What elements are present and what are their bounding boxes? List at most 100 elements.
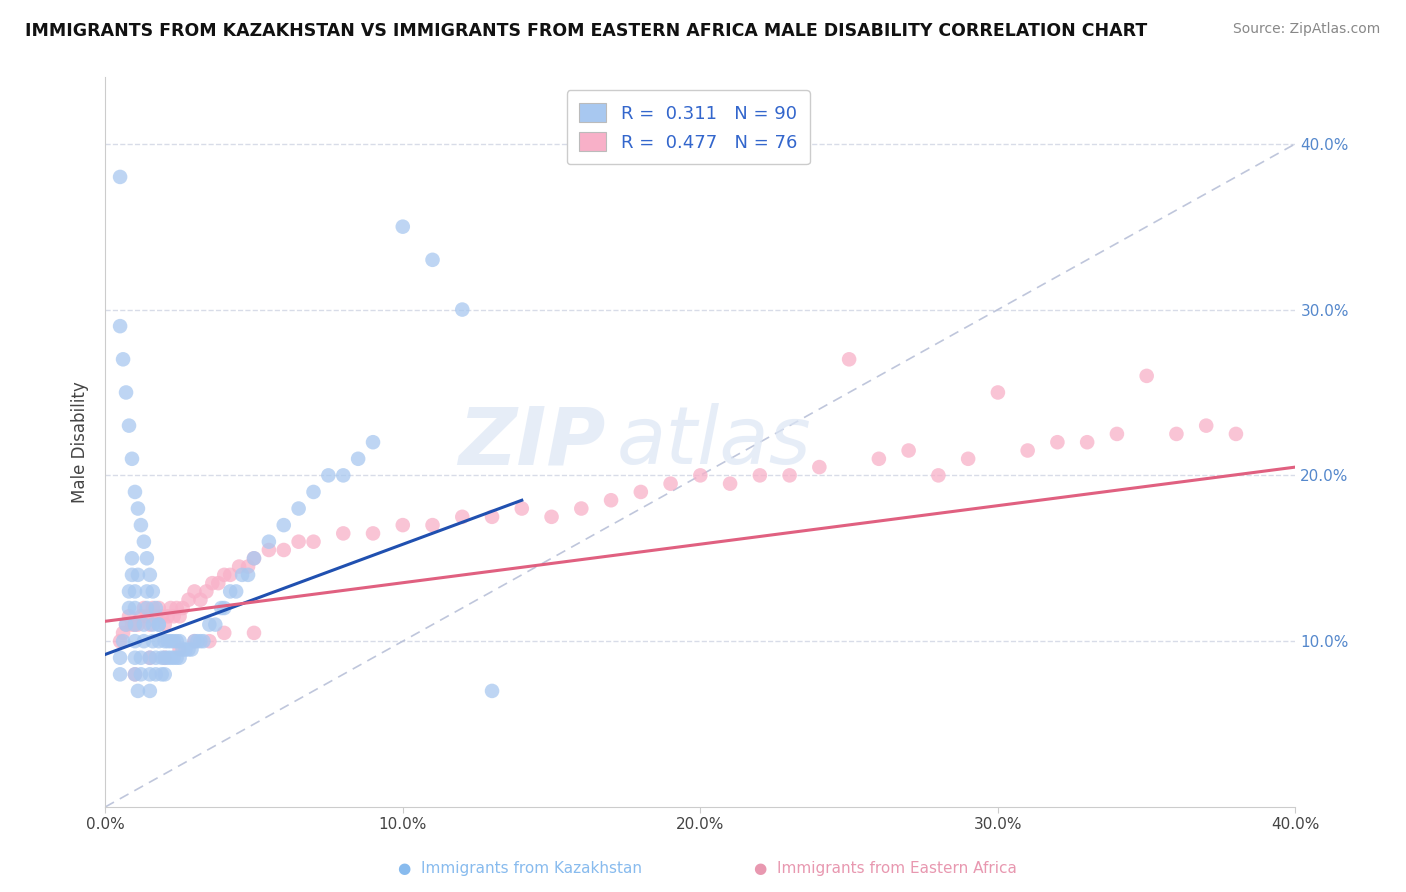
Point [186, 634, 208, 648]
Point [209, 601, 232, 615]
Point [183, 634, 205, 648]
Point [169, 634, 191, 648]
Point [257, 534, 280, 549]
Point [121, 617, 143, 632]
Point [190, 592, 212, 607]
Point [129, 518, 152, 533]
Point [212, 601, 235, 615]
Point [156, 634, 179, 648]
Point [124, 485, 146, 500]
Point [115, 617, 138, 632]
Point [257, 543, 280, 558]
Point [118, 609, 141, 624]
Point [689, 468, 711, 483]
Point [166, 650, 188, 665]
Point [135, 584, 157, 599]
Point [132, 534, 155, 549]
Point [129, 650, 152, 665]
Point [118, 601, 141, 615]
Point [129, 667, 152, 681]
Point [718, 476, 741, 491]
Text: ●  Immigrants from Eastern Africa: ● Immigrants from Eastern Africa [755, 861, 1017, 876]
Point [163, 609, 186, 624]
Point [451, 509, 474, 524]
Point [540, 509, 562, 524]
Point [127, 567, 149, 582]
Point [219, 584, 242, 599]
Point [145, 667, 167, 681]
Point [159, 634, 181, 648]
Point [124, 650, 146, 665]
Point [987, 385, 1010, 400]
Point [302, 534, 325, 549]
Point [201, 576, 224, 591]
Point [153, 634, 176, 648]
Point [108, 634, 131, 648]
Point [150, 667, 173, 681]
Point [243, 626, 266, 640]
Point [287, 501, 309, 516]
Point [108, 169, 131, 184]
Point [108, 319, 131, 334]
Point [124, 584, 146, 599]
Point [243, 551, 266, 566]
Point [124, 617, 146, 632]
Point [1076, 435, 1098, 450]
Point [195, 584, 218, 599]
Point [391, 219, 413, 234]
Point [139, 684, 162, 698]
Point [159, 650, 181, 665]
Point [1166, 426, 1188, 441]
Point [748, 468, 770, 483]
Point [108, 650, 131, 665]
Point [243, 551, 266, 566]
Point [169, 609, 191, 624]
Point [510, 501, 533, 516]
Point [150, 650, 173, 665]
Point [153, 617, 176, 632]
Point [124, 667, 146, 681]
Point [422, 252, 444, 267]
Point [481, 684, 503, 698]
Point [808, 460, 831, 475]
Point [163, 634, 186, 648]
Point [163, 650, 186, 665]
Point [135, 601, 157, 615]
Point [132, 634, 155, 648]
Point [172, 601, 194, 615]
Point [219, 567, 242, 582]
Point [145, 609, 167, 624]
Point [212, 567, 235, 582]
Point [183, 584, 205, 599]
Point [391, 518, 413, 533]
Point [166, 634, 188, 648]
Point [172, 642, 194, 657]
Point [148, 601, 170, 615]
Point [153, 667, 176, 681]
Point [273, 518, 295, 533]
Point [166, 601, 188, 615]
Text: Source: ZipAtlas.com: Source: ZipAtlas.com [1233, 22, 1381, 37]
Point [422, 518, 444, 533]
Point [193, 634, 215, 648]
Point [108, 667, 131, 681]
Text: ●  Immigrants from Kazakhstan: ● Immigrants from Kazakhstan [398, 861, 643, 876]
Point [139, 567, 162, 582]
Point [302, 485, 325, 500]
Point [127, 617, 149, 632]
Point [207, 576, 229, 591]
Point [112, 634, 135, 648]
Point [142, 617, 165, 632]
Point [177, 592, 200, 607]
Point [838, 352, 860, 367]
Point [124, 667, 146, 681]
Point [153, 650, 176, 665]
Point [204, 617, 226, 632]
Point [156, 650, 179, 665]
Point [115, 385, 138, 400]
Point [148, 617, 170, 632]
Point [868, 451, 890, 466]
Point [177, 642, 200, 657]
Point [451, 302, 474, 317]
Y-axis label: Male Disability: Male Disability [72, 382, 89, 503]
